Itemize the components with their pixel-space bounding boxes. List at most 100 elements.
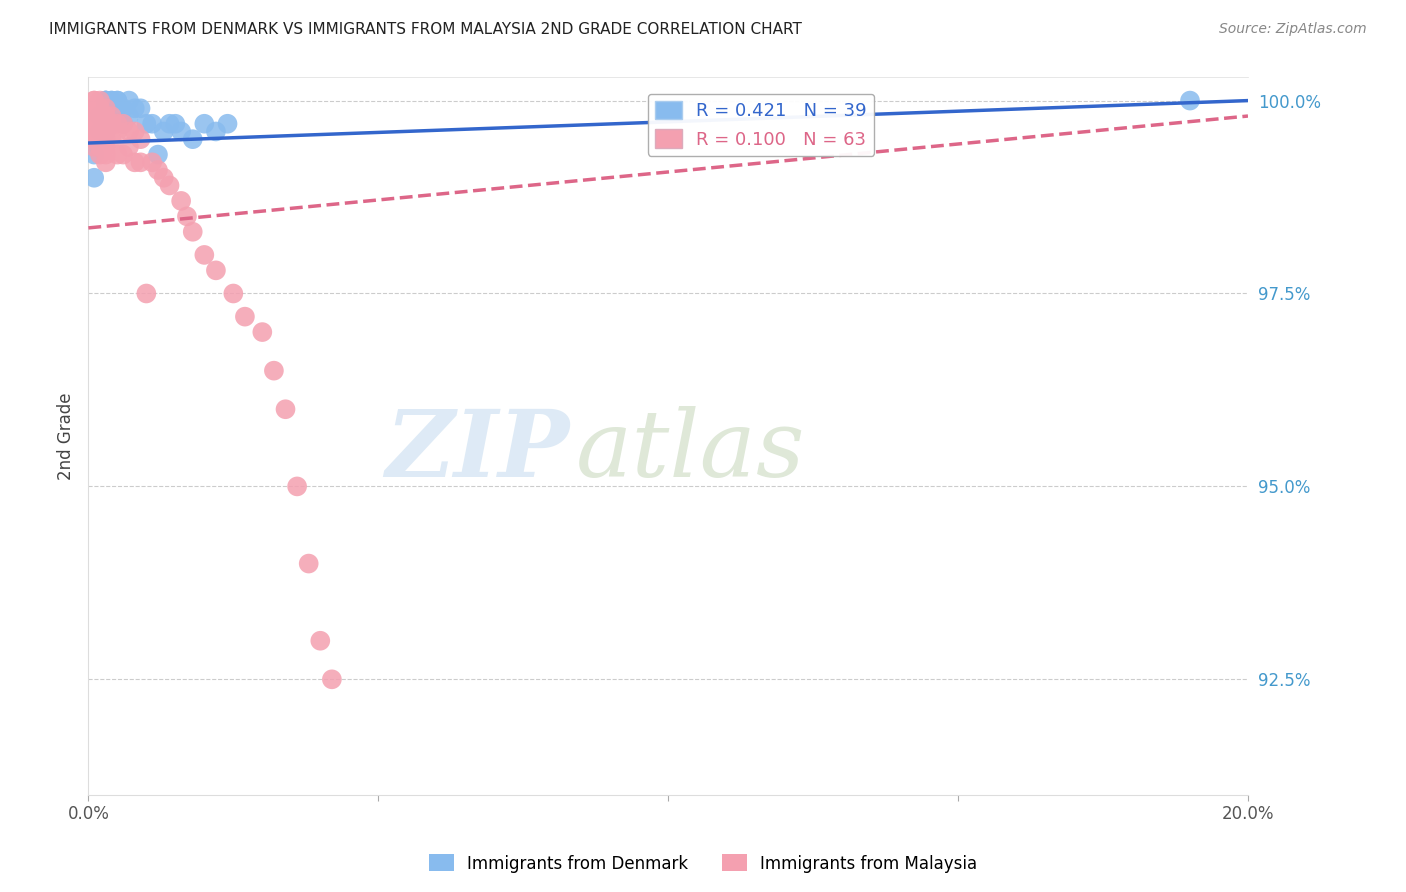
- Legend: Immigrants from Denmark, Immigrants from Malaysia: Immigrants from Denmark, Immigrants from…: [422, 847, 984, 880]
- Point: [83, 147, 105, 161]
- Point: [152, 124, 174, 138]
- Point: [94, 101, 117, 115]
- Point: [263, 364, 285, 378]
- Point: [83, 117, 105, 131]
- Point: [124, 155, 146, 169]
- Point: [274, 402, 297, 417]
- Point: [146, 163, 169, 178]
- Point: [112, 147, 135, 161]
- Point: [233, 310, 256, 324]
- Point: [83, 140, 105, 154]
- Point: [83, 170, 105, 185]
- Point: [112, 101, 135, 115]
- Point: [141, 155, 163, 169]
- Point: [181, 225, 204, 239]
- Point: [94, 124, 117, 138]
- Point: [83, 132, 105, 146]
- Text: Source: ZipAtlas.com: Source: ZipAtlas.com: [1219, 22, 1367, 37]
- Point: [165, 117, 187, 131]
- Point: [89, 147, 111, 161]
- Text: ZIP: ZIP: [385, 406, 569, 496]
- Point: [118, 94, 141, 108]
- Point: [94, 109, 117, 123]
- Point: [89, 109, 111, 123]
- Point: [105, 101, 128, 115]
- Point: [94, 117, 117, 131]
- Point: [124, 101, 146, 115]
- Point: [94, 94, 117, 108]
- Point: [193, 248, 215, 262]
- Point: [159, 117, 181, 131]
- Point: [159, 178, 181, 193]
- Point: [94, 101, 117, 115]
- Point: [89, 124, 111, 138]
- Point: [100, 117, 122, 131]
- Point: [1178, 94, 1201, 108]
- Point: [94, 124, 117, 138]
- Point: [222, 286, 245, 301]
- Point: [152, 170, 174, 185]
- Point: [170, 124, 193, 138]
- Point: [217, 117, 239, 131]
- Point: [105, 147, 128, 161]
- Point: [129, 132, 152, 146]
- Legend: R = 0.421   N = 39, R = 0.100   N = 63: R = 0.421 N = 39, R = 0.100 N = 63: [648, 94, 875, 156]
- Point: [141, 117, 163, 131]
- Point: [94, 94, 117, 108]
- Point: [94, 147, 117, 161]
- Point: [124, 124, 146, 138]
- Point: [321, 673, 343, 687]
- Point: [89, 109, 111, 123]
- Point: [105, 94, 128, 108]
- Point: [94, 109, 117, 123]
- Point: [89, 101, 111, 115]
- Point: [89, 117, 111, 131]
- Point: [176, 210, 198, 224]
- Point: [100, 94, 122, 108]
- Point: [298, 557, 321, 571]
- Point: [118, 124, 141, 138]
- Point: [181, 132, 204, 146]
- Text: atlas: atlas: [575, 406, 804, 496]
- Point: [100, 117, 122, 131]
- Point: [105, 94, 128, 108]
- Point: [89, 117, 111, 131]
- Point: [83, 124, 105, 138]
- Point: [83, 101, 105, 115]
- Point: [89, 94, 111, 108]
- Point: [100, 109, 122, 123]
- Point: [83, 109, 105, 123]
- Point: [83, 117, 105, 131]
- Point: [83, 101, 105, 115]
- Point: [105, 117, 128, 131]
- Point: [129, 101, 152, 115]
- Point: [285, 479, 308, 493]
- Point: [205, 124, 228, 138]
- Point: [205, 263, 228, 277]
- Point: [83, 109, 105, 123]
- Point: [94, 140, 117, 154]
- Point: [94, 101, 117, 115]
- Point: [94, 94, 117, 108]
- Point: [94, 155, 117, 169]
- Point: [83, 94, 105, 108]
- Point: [89, 124, 111, 138]
- Point: [100, 109, 122, 123]
- Point: [89, 140, 111, 154]
- Point: [135, 286, 157, 301]
- Point: [118, 140, 141, 154]
- Point: [105, 124, 128, 138]
- Point: [193, 117, 215, 131]
- Point: [100, 132, 122, 146]
- Point: [100, 94, 122, 108]
- Point: [100, 101, 122, 115]
- Point: [89, 132, 111, 146]
- Point: [135, 117, 157, 131]
- Point: [112, 117, 135, 131]
- Point: [83, 124, 105, 138]
- Y-axis label: 2nd Grade: 2nd Grade: [58, 392, 75, 480]
- Point: [118, 109, 141, 123]
- Point: [83, 101, 105, 115]
- Point: [94, 117, 117, 131]
- Point: [94, 94, 117, 108]
